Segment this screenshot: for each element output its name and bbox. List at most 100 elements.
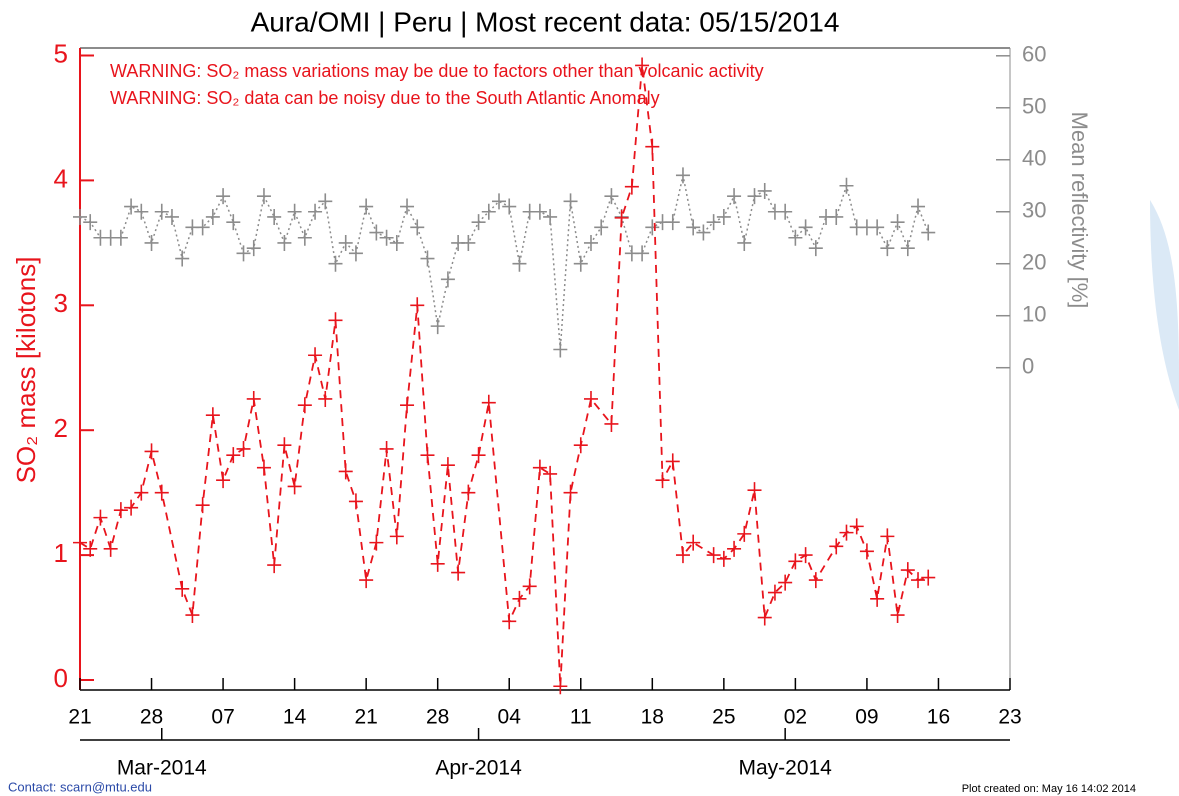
data-point bbox=[461, 234, 476, 251]
data-point bbox=[195, 497, 210, 514]
data-point bbox=[420, 250, 435, 267]
data-point bbox=[553, 678, 568, 695]
data-point bbox=[226, 214, 241, 231]
data-point bbox=[318, 390, 333, 407]
data-point bbox=[287, 478, 302, 495]
x-tick-label: 28 bbox=[426, 706, 449, 729]
data-point bbox=[359, 572, 374, 589]
y2-tick-label: 40 bbox=[1022, 146, 1046, 171]
data-point bbox=[870, 590, 885, 607]
data-point bbox=[134, 203, 149, 220]
x-tick-label: 21 bbox=[68, 706, 91, 729]
data-point bbox=[267, 557, 282, 574]
y-tick-label: 3 bbox=[54, 288, 68, 318]
data-point bbox=[492, 193, 507, 210]
data-point bbox=[328, 312, 343, 329]
data-point bbox=[216, 472, 231, 489]
data-point bbox=[471, 447, 486, 464]
x-tick-label: 09 bbox=[855, 706, 878, 729]
data-point bbox=[400, 397, 415, 414]
series-line bbox=[79, 65, 929, 687]
data-point bbox=[706, 214, 721, 231]
data-point bbox=[246, 240, 261, 257]
data-point bbox=[798, 219, 813, 236]
x-tick-label: 07 bbox=[211, 706, 234, 729]
data-point bbox=[277, 234, 292, 251]
x-tick-label: 25 bbox=[712, 706, 735, 729]
data-point bbox=[481, 203, 496, 220]
data-point bbox=[859, 543, 874, 560]
data-point bbox=[900, 240, 915, 257]
data-point bbox=[808, 240, 823, 257]
y-axis-label: SO₂ mass [kilotons] bbox=[11, 257, 41, 484]
data-point bbox=[338, 234, 353, 251]
y-tick-label: 0 bbox=[54, 663, 68, 693]
data-point bbox=[369, 224, 384, 241]
data-point bbox=[737, 525, 752, 542]
data-point bbox=[808, 572, 823, 589]
data-point bbox=[154, 203, 169, 220]
data-point bbox=[563, 484, 578, 501]
data-point bbox=[277, 437, 292, 454]
data-point bbox=[686, 219, 701, 236]
data-point bbox=[144, 443, 159, 460]
data-point bbox=[767, 584, 782, 601]
data-point bbox=[706, 547, 721, 564]
data-point bbox=[645, 138, 660, 155]
data-point bbox=[420, 447, 435, 464]
data-point bbox=[124, 499, 139, 516]
decoration bbox=[1150, 200, 1179, 410]
data-point bbox=[614, 209, 629, 226]
data-point bbox=[696, 224, 711, 241]
data-point bbox=[839, 177, 854, 194]
data-point bbox=[328, 255, 343, 272]
data-point bbox=[440, 457, 455, 474]
y-tick-label: 2 bbox=[54, 413, 68, 443]
data-point bbox=[246, 390, 261, 407]
data-point bbox=[573, 255, 588, 272]
data-point bbox=[226, 447, 241, 464]
data-point bbox=[451, 564, 466, 581]
data-point bbox=[205, 407, 220, 424]
data-point bbox=[635, 245, 650, 262]
data-point bbox=[379, 440, 394, 457]
data-point bbox=[502, 198, 517, 215]
data-point bbox=[379, 229, 394, 246]
data-point bbox=[236, 440, 251, 457]
data-point bbox=[921, 569, 936, 586]
data-point bbox=[604, 415, 619, 432]
data-point bbox=[911, 572, 926, 589]
data-point bbox=[778, 574, 793, 591]
data-point bbox=[532, 203, 547, 220]
x-tick-label: 18 bbox=[641, 706, 664, 729]
chart-title: Aura/OMI | Peru | Most recent data: 05/1… bbox=[251, 6, 840, 37]
data-point bbox=[113, 229, 128, 246]
data-point bbox=[543, 208, 558, 225]
data-point bbox=[308, 203, 323, 220]
y2-tick-label: 60 bbox=[1022, 42, 1046, 67]
data-point bbox=[175, 580, 190, 597]
data-point bbox=[318, 193, 333, 210]
footer-contact: Contact: scarn@mtu.edu bbox=[8, 779, 152, 794]
y2-tick-label: 10 bbox=[1022, 302, 1046, 327]
data-point bbox=[154, 484, 169, 501]
data-point bbox=[410, 297, 425, 314]
data-point bbox=[829, 208, 844, 225]
data-point bbox=[461, 484, 476, 501]
annotation: WARNING: SO₂ mass variations may be due … bbox=[110, 61, 764, 81]
data-point bbox=[400, 198, 415, 215]
data-point bbox=[440, 271, 455, 288]
x-tick-label: 02 bbox=[784, 706, 807, 729]
data-point bbox=[83, 540, 98, 557]
data-point bbox=[359, 198, 374, 215]
data-point bbox=[573, 437, 588, 454]
data-point bbox=[757, 182, 772, 199]
data-point bbox=[849, 518, 864, 535]
month-label: Mar-2014 bbox=[117, 757, 207, 780]
data-point bbox=[665, 453, 680, 470]
data-point bbox=[727, 540, 742, 557]
x-tick-label: 11 bbox=[570, 706, 592, 729]
data-point bbox=[522, 578, 537, 595]
data-point bbox=[348, 245, 363, 262]
